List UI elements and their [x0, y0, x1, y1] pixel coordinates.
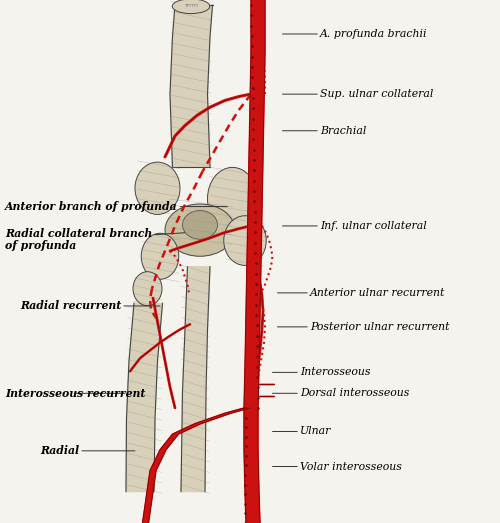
Ellipse shape [165, 204, 235, 256]
Text: Interosseous recurrent: Interosseous recurrent [5, 388, 146, 399]
Text: Radial recurrent: Radial recurrent [20, 300, 160, 312]
Polygon shape [244, 408, 260, 523]
Text: Sup. ulnar collateral: Sup. ulnar collateral [282, 89, 434, 99]
Polygon shape [244, 0, 265, 408]
Text: Ulnar: Ulnar [272, 426, 332, 437]
Polygon shape [142, 408, 250, 523]
Ellipse shape [133, 272, 162, 305]
Text: Interosseous: Interosseous [272, 367, 370, 378]
Ellipse shape [182, 211, 218, 240]
Text: Radial: Radial [40, 445, 135, 457]
Text: Dorsal interosseous: Dorsal interosseous [272, 388, 409, 399]
Text: TTTTTT: TTTTTT [184, 4, 198, 8]
Ellipse shape [142, 233, 179, 279]
Text: Anterior ulnar recurrent: Anterior ulnar recurrent [278, 288, 446, 298]
Ellipse shape [135, 162, 180, 214]
Ellipse shape [172, 0, 210, 14]
Polygon shape [181, 267, 210, 492]
Ellipse shape [208, 167, 258, 230]
Polygon shape [126, 303, 162, 492]
Polygon shape [170, 5, 212, 167]
Text: Radial collateral branch
of profunda: Radial collateral branch of profunda [5, 228, 185, 252]
Text: Anterior branch of profunda: Anterior branch of profunda [5, 201, 228, 212]
Text: Volar interosseous: Volar interosseous [272, 461, 402, 472]
Text: Inf. ulnar collateral: Inf. ulnar collateral [282, 221, 427, 231]
Text: A. profunda brachii: A. profunda brachii [282, 29, 428, 39]
Ellipse shape [224, 215, 266, 266]
Text: Brachial: Brachial [282, 126, 366, 136]
Text: Posterior ulnar recurrent: Posterior ulnar recurrent [278, 322, 450, 332]
